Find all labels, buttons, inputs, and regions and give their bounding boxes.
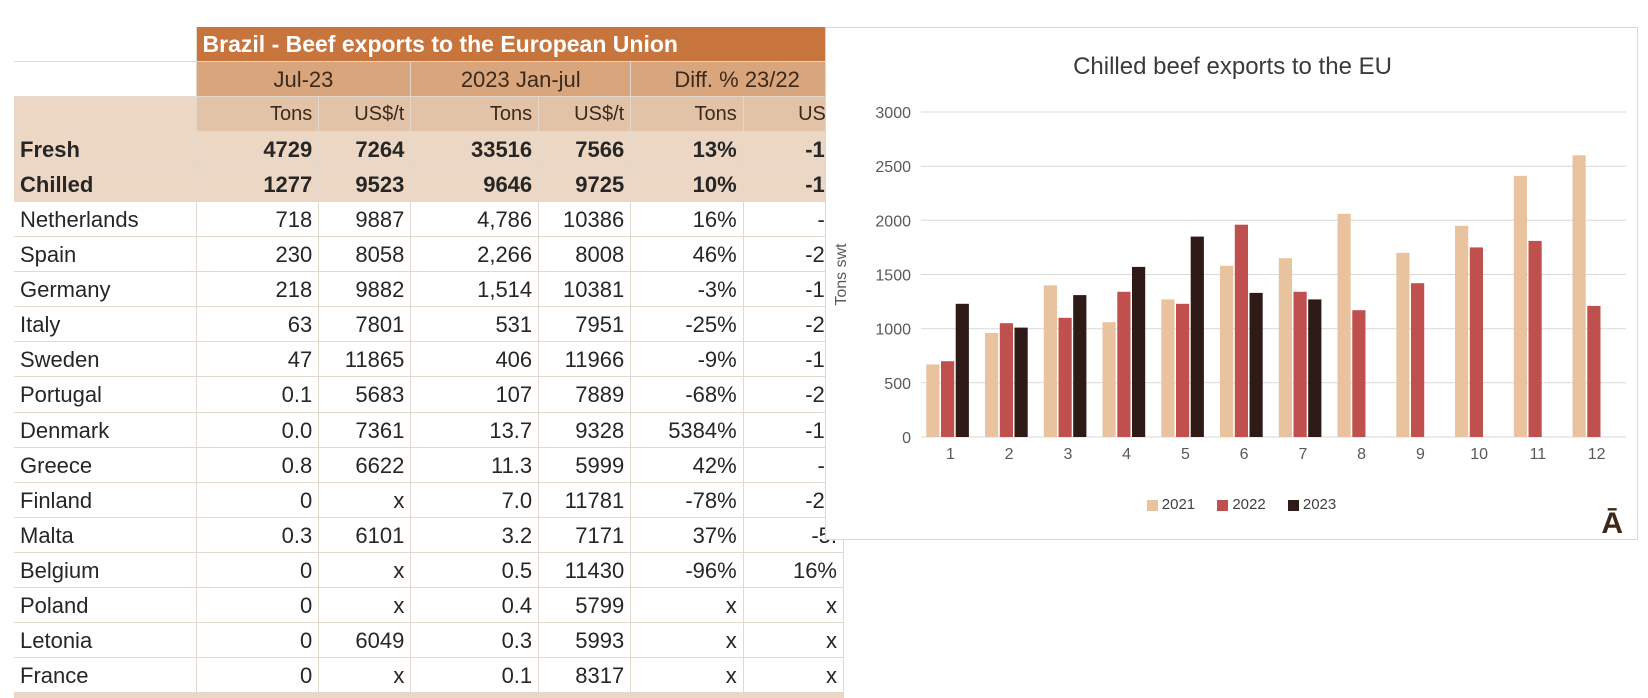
svg-text:8: 8	[1357, 446, 1366, 463]
svg-text:4: 4	[1122, 446, 1131, 463]
svg-text:2500: 2500	[875, 159, 911, 176]
svg-text:3: 3	[1063, 446, 1072, 463]
svg-text:11: 11	[1530, 446, 1547, 463]
svg-text:12: 12	[1588, 446, 1606, 463]
svg-text:1000: 1000	[875, 322, 911, 339]
svg-text:2: 2	[1005, 446, 1014, 463]
svg-text:500: 500	[884, 376, 911, 393]
svg-text:5: 5	[1181, 446, 1190, 463]
svg-text:10: 10	[1470, 446, 1488, 463]
svg-text:0: 0	[902, 430, 911, 447]
svg-text:6: 6	[1240, 446, 1249, 463]
svg-text:1500: 1500	[875, 268, 911, 285]
svg-text:1: 1	[946, 446, 955, 463]
svg-text:7: 7	[1298, 446, 1307, 463]
svg-text:3000: 3000	[875, 105, 911, 122]
svg-text:9: 9	[1416, 446, 1425, 463]
svg-text:Tons swt: Tons swt	[833, 243, 850, 306]
svg-text:2000: 2000	[875, 213, 911, 230]
